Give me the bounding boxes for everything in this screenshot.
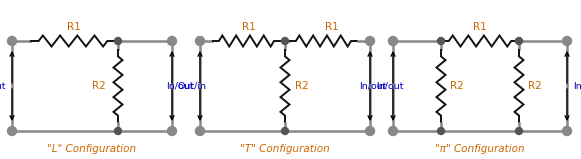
Text: R1: R1 (242, 22, 256, 32)
Text: "T" Configuration: "T" Configuration (240, 144, 330, 154)
Circle shape (8, 127, 16, 135)
Circle shape (562, 127, 572, 135)
Circle shape (562, 37, 572, 45)
Circle shape (437, 128, 444, 135)
Text: In/out: In/out (360, 82, 387, 90)
Circle shape (365, 127, 375, 135)
Circle shape (365, 37, 375, 45)
Text: R1: R1 (473, 22, 487, 32)
Circle shape (167, 127, 177, 135)
Circle shape (282, 128, 289, 135)
Text: In/out: In/out (167, 82, 194, 90)
Text: In/out: In/out (573, 82, 581, 90)
Circle shape (389, 127, 397, 135)
Text: R2: R2 (295, 81, 309, 91)
Text: Out/in: Out/in (178, 82, 207, 90)
Text: R2: R2 (92, 81, 106, 91)
Text: R1: R1 (325, 22, 338, 32)
Text: In/out: In/out (376, 82, 403, 90)
Text: "π" Configuration: "π" Configuration (435, 144, 525, 154)
Text: In/out: In/out (0, 82, 6, 90)
Circle shape (114, 38, 121, 45)
Circle shape (195, 127, 205, 135)
Circle shape (515, 128, 522, 135)
Circle shape (195, 37, 205, 45)
Text: "L" Configuration: "L" Configuration (48, 144, 137, 154)
Text: R2: R2 (528, 81, 541, 91)
Circle shape (167, 37, 177, 45)
Circle shape (515, 38, 522, 45)
Circle shape (437, 38, 444, 45)
Circle shape (8, 37, 16, 45)
Circle shape (282, 38, 289, 45)
Text: R1: R1 (67, 22, 81, 32)
Circle shape (114, 128, 121, 135)
Text: R2: R2 (450, 81, 464, 91)
Circle shape (389, 37, 397, 45)
